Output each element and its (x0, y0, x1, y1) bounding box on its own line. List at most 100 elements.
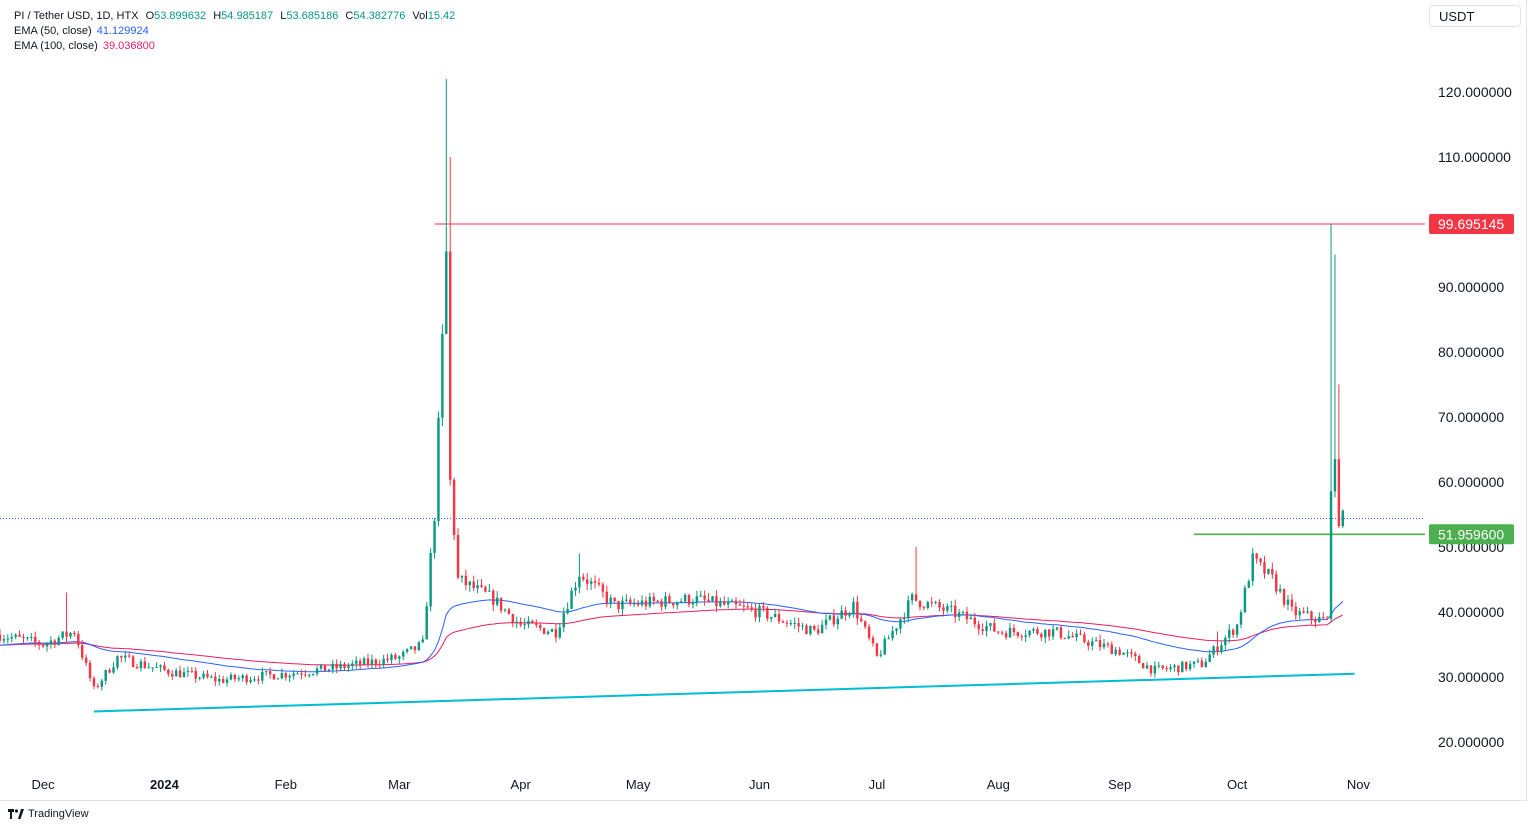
candle-body[interactable] (214, 676, 217, 682)
candle-body[interactable] (683, 595, 687, 602)
candle-body[interactable] (0, 634, 2, 641)
support-trendline[interactable] (93, 672, 1355, 713)
candle-body[interactable] (527, 620, 530, 625)
candle-body[interactable] (1196, 660, 1200, 662)
candle-body[interactable] (640, 600, 644, 606)
candle-body[interactable] (155, 666, 158, 668)
candle-body[interactable] (6, 638, 10, 640)
candle-body[interactable] (241, 675, 244, 679)
candle-body[interactable] (926, 602, 930, 609)
candle-body[interactable] (820, 624, 824, 634)
candle-body[interactable] (636, 603, 640, 606)
candle-body[interactable] (57, 637, 60, 645)
candle-body[interactable] (499, 597, 503, 611)
candle-body[interactable] (394, 654, 397, 659)
candle-body[interactable] (824, 619, 828, 625)
candle-body[interactable] (433, 521, 436, 553)
candle-body[interactable] (1055, 627, 1059, 630)
candle-body[interactable] (323, 664, 327, 671)
candle-body[interactable] (182, 672, 186, 678)
candle-body[interactable] (570, 590, 573, 609)
candle-body[interactable] (1008, 627, 1012, 638)
candle-body[interactable] (210, 676, 213, 678)
candle-body[interactable] (844, 610, 847, 616)
candle-body[interactable] (1047, 629, 1051, 637)
candle-body[interactable] (954, 605, 957, 617)
candle-body[interactable] (339, 664, 342, 669)
candle-body[interactable] (112, 667, 115, 673)
candle-body[interactable] (315, 668, 319, 674)
candle-body[interactable] (37, 641, 41, 646)
candle-body[interactable] (147, 667, 150, 669)
candle-body[interactable] (1259, 558, 1262, 563)
candle-body[interactable] (566, 608, 569, 614)
candle-body[interactable] (977, 624, 980, 630)
candle-body[interactable] (49, 640, 53, 644)
candle-body[interactable] (554, 629, 558, 638)
candle-body[interactable] (1130, 652, 1133, 654)
candle-body[interactable] (34, 636, 37, 642)
candle-body[interactable] (738, 604, 742, 606)
candle-body[interactable] (284, 673, 287, 678)
candle-body[interactable] (1216, 646, 1219, 652)
candle-body[interactable] (914, 594, 918, 601)
candle-body[interactable] (1102, 643, 1106, 648)
candle-body[interactable] (1271, 568, 1274, 575)
candle-body[interactable] (268, 671, 272, 675)
candle-body[interactable] (801, 625, 804, 627)
candle-body[interactable] (1278, 589, 1282, 592)
candle-body[interactable] (1341, 510, 1345, 526)
candle-body[interactable] (789, 623, 793, 625)
candle-body[interactable] (511, 614, 515, 624)
candle-body[interactable] (766, 607, 769, 619)
candle-body[interactable] (366, 658, 370, 665)
candle-body[interactable] (785, 622, 789, 624)
candle-body[interactable] (237, 678, 241, 680)
candle-body[interactable] (178, 670, 182, 678)
candle-body[interactable] (280, 673, 284, 679)
candle-body[interactable] (723, 601, 726, 605)
candle-body[interactable] (1204, 661, 1207, 668)
candle-body[interactable] (1000, 632, 1004, 634)
candle-body[interactable] (194, 670, 197, 679)
candle-body[interactable] (1083, 634, 1086, 643)
candle-body[interactable] (402, 651, 405, 657)
candle-body[interactable] (1247, 581, 1251, 588)
candle-body[interactable] (488, 590, 491, 592)
candle-body[interactable] (460, 575, 464, 578)
candle-body[interactable] (26, 637, 29, 639)
candle-body[interactable] (69, 632, 72, 637)
candle-body[interactable] (770, 617, 773, 619)
candle-body[interactable] (1024, 635, 1027, 637)
candle-body[interactable] (503, 609, 507, 611)
candle-body[interactable] (523, 624, 526, 626)
candle-body[interactable] (562, 613, 565, 628)
candle-body[interactable] (198, 677, 201, 679)
candle-body[interactable] (425, 606, 428, 640)
candle-body[interactable] (351, 663, 354, 667)
candle-body[interactable] (92, 678, 96, 686)
candle-body[interactable] (1032, 629, 1035, 631)
candle-body[interactable] (18, 634, 21, 637)
currency-selector[interactable]: USDT (1429, 5, 1521, 27)
candle-body[interactable] (1231, 629, 1235, 635)
candle-body[interactable] (656, 600, 659, 602)
candle-body[interactable] (464, 575, 468, 586)
candle-body[interactable] (233, 674, 237, 680)
symbol-title[interactable]: PI / Tether USD, 1D, HTX (14, 10, 139, 22)
candle-body[interactable] (390, 654, 393, 661)
candle-body[interactable] (1294, 606, 1298, 616)
candle-body[interactable] (1235, 624, 1239, 635)
candle-body[interactable] (605, 591, 609, 603)
candle-body[interactable] (969, 617, 973, 620)
candle-body[interactable] (163, 665, 166, 670)
candle-body[interactable] (1157, 665, 1161, 667)
candle-body[interactable] (625, 599, 628, 601)
candle-body[interactable] (484, 586, 487, 592)
candle-body[interactable] (981, 629, 984, 632)
candle-body[interactable] (272, 674, 276, 680)
candle-body[interactable] (206, 673, 209, 677)
candle-body[interactable] (1016, 632, 1020, 636)
candle-body[interactable] (22, 636, 25, 638)
candle-body[interactable] (127, 655, 131, 657)
